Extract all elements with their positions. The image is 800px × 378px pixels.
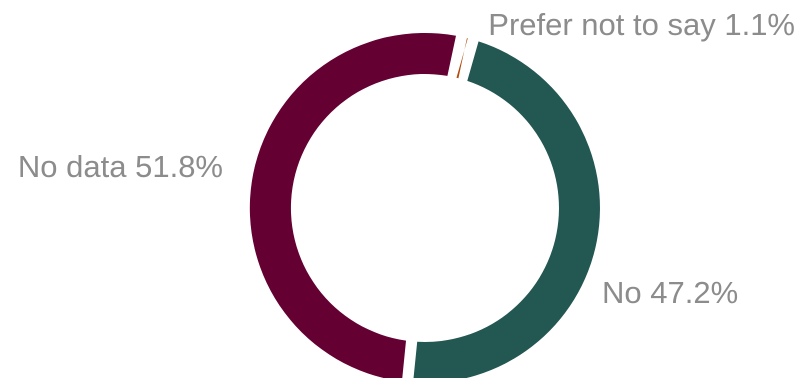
label-no-data: No data 51.8%	[18, 149, 223, 184]
label-no: No 47.2%	[602, 275, 738, 310]
labels-group: Prefer not to say 1.1% No 47.2% No data …	[18, 7, 795, 310]
label-prefer-not-to-say: Prefer not to say 1.1%	[488, 7, 795, 42]
slice-no	[413, 41, 600, 378]
slices-group	[249, 32, 600, 378]
slice-no-data	[249, 32, 456, 378]
slice-prefer-not-to-say	[456, 38, 468, 79]
